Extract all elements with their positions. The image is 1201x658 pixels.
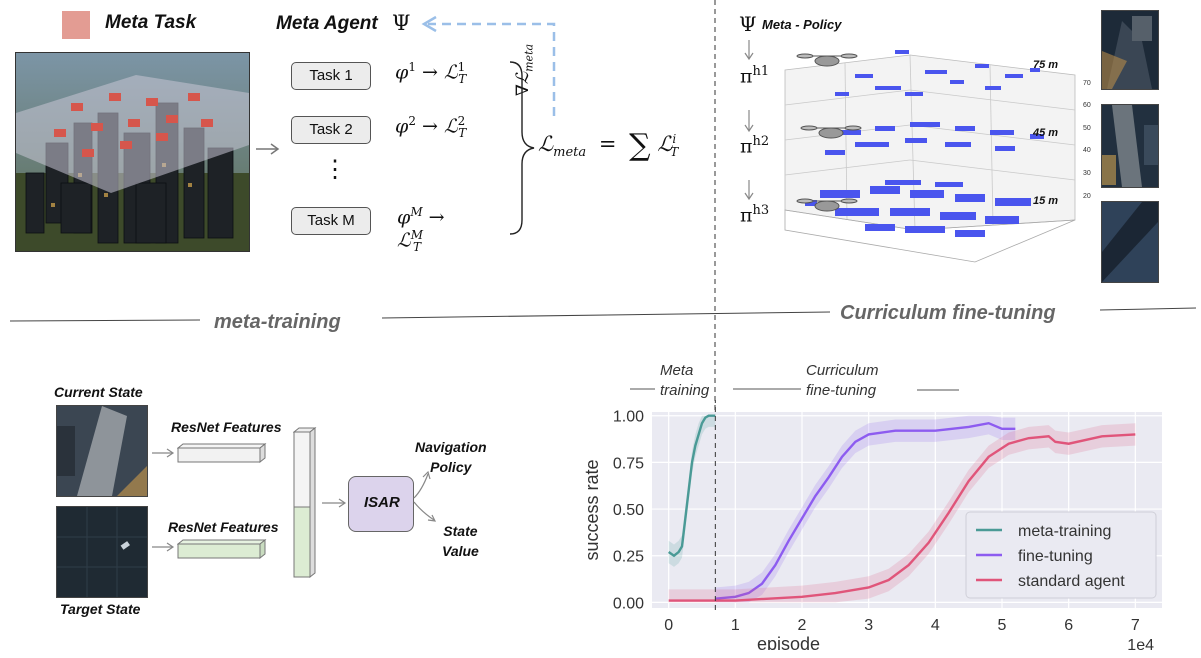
state-to-features-arrows xyxy=(150,440,176,560)
y-tick-label: 0.00 xyxy=(613,595,644,612)
resnet-features-bar-1 xyxy=(177,443,267,465)
meta-policy-psi: Ψ xyxy=(739,12,757,36)
legend-label: standard agent xyxy=(1018,573,1125,590)
x-tick-label: 2 xyxy=(798,617,807,634)
current-state-label: Current State xyxy=(54,384,143,400)
meta-training-section-label: meta-training xyxy=(214,311,341,334)
height-label-15: 15 m xyxy=(1033,195,1058,207)
navigation-policy-label: Navigation Policy xyxy=(415,437,487,477)
task-dots: ⋮ xyxy=(323,155,347,184)
plot-header-lines xyxy=(625,382,965,394)
task-m-mapping: φM → ℒMT xyxy=(397,205,475,254)
task-2-box: Task 2 xyxy=(291,116,371,144)
meta-agent-psi: Ψ xyxy=(392,11,410,35)
task-brace xyxy=(508,60,538,236)
z-tick-70: 70 xyxy=(1083,80,1091,87)
x-tick-label: 0 xyxy=(664,617,673,634)
z-tick-30: 30 xyxy=(1083,170,1091,177)
legend-label: meta-training xyxy=(1018,523,1111,540)
z-tick-40: 40 xyxy=(1083,147,1091,154)
y-tick-label: 0.25 xyxy=(613,549,644,566)
x-tick-label: 6 xyxy=(1064,617,1073,634)
concat-feature-vector xyxy=(293,427,319,582)
isar-label: ISAR xyxy=(364,494,400,511)
legend-label: fine-tuning xyxy=(1018,548,1093,565)
task-m-box: Task M xyxy=(291,207,371,235)
y-tick-label: 1.00 xyxy=(613,409,644,426)
task-1-mapping: φ1 → ℒ1T xyxy=(395,60,466,86)
height-label-45: 45 m xyxy=(1032,127,1058,139)
y-tick-label: 0.50 xyxy=(613,502,644,519)
x-axis-label: episode xyxy=(757,634,820,650)
plot-header-meta: Meta training xyxy=(660,361,709,401)
city-3d-image xyxy=(15,52,250,252)
image-to-tasks-arrow xyxy=(255,142,281,156)
resnet-features-bar-2 xyxy=(177,539,267,561)
z-tick-20: 20 xyxy=(1083,193,1091,200)
x-tick-label: 1 xyxy=(731,617,740,634)
policy-pi-h3: πh3 xyxy=(740,203,769,226)
target-state-image xyxy=(56,506,148,598)
z-tick-50: 50 xyxy=(1083,125,1091,132)
aerial-view-h3 xyxy=(1101,201,1159,283)
task-2-mapping: φ2 → ℒ2T xyxy=(395,114,466,140)
current-state-image xyxy=(56,405,148,497)
meta-task-legend-swatch xyxy=(62,11,90,39)
concat-to-isar-arrow xyxy=(320,497,348,509)
y-tick-label: 0.75 xyxy=(613,455,644,472)
aerial-view-h1 xyxy=(1101,10,1159,90)
meta-agent-title: Meta Agent xyxy=(276,13,378,35)
x-tick-label: 4 xyxy=(931,617,940,634)
resnet-features-label-2: ResNet Features xyxy=(168,519,279,535)
curriculum-section-label: Curriculum fine-tuning xyxy=(840,302,1056,325)
resnet-features-label-1: ResNet Features xyxy=(171,419,282,435)
target-state-label: Target State xyxy=(60,601,140,617)
aerial-view-h2 xyxy=(1101,104,1159,188)
x-tick-label: 7 xyxy=(1131,617,1140,634)
meta-task-legend-label: Meta Task xyxy=(105,12,196,34)
meta-loss-equation: ℒmeta = ∑ ℒiT xyxy=(538,128,678,163)
z-tick-60: 60 xyxy=(1083,102,1091,109)
altitude-3d-plot: 75 m 45 m 15 m 70 60 50 40 30 20 xyxy=(775,30,1100,270)
policy-pi-h2: πh2 xyxy=(740,134,769,157)
task-1-box: Task 1 xyxy=(291,62,371,90)
success-rate-chart: 0.00 0.25 0.50 0.75 1.00 0 1 2 3 4 5 6 7 episode 1e4 su… xyxy=(580,400,1180,650)
x-tick-label: 3 xyxy=(864,617,873,634)
x-tick-label: 5 xyxy=(998,617,1007,634)
plot-header-curriculum: Curriculum fine-tuning xyxy=(806,361,879,401)
state-value-label: State Value xyxy=(442,521,479,561)
x-scale-label: 1e4 xyxy=(1127,637,1154,650)
height-label-75: 75 m xyxy=(1033,59,1058,71)
policy-pi-h1: πh1 xyxy=(740,64,769,87)
y-axis-label: success rate xyxy=(582,459,602,560)
